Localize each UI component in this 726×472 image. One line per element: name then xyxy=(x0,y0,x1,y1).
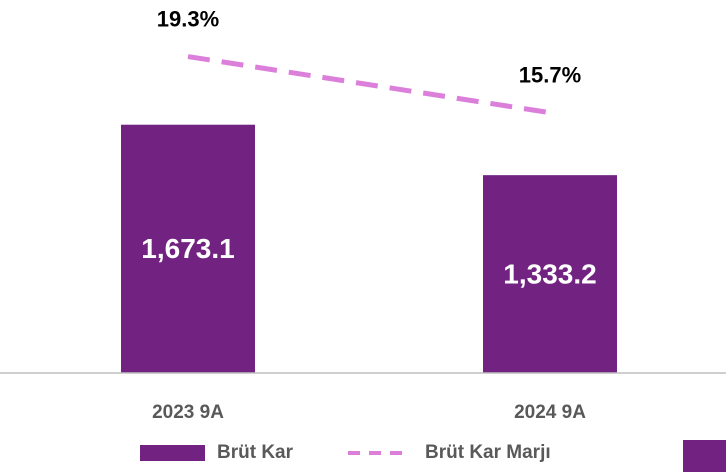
line-value-label: 19.3% xyxy=(157,6,219,31)
margin-line xyxy=(187,54,551,116)
bar-value-label: 1,333.2 xyxy=(503,258,596,289)
x-tick-label: 2024 9A xyxy=(514,402,586,423)
line-value-label: 15.7% xyxy=(519,62,581,87)
legend-label: Brüt Kar xyxy=(217,442,294,463)
bar xyxy=(483,175,617,373)
x-tick-label: 2023 9A xyxy=(152,402,224,423)
legend-swatch-partial xyxy=(683,440,726,472)
bar xyxy=(121,124,255,373)
legend-label: Brüt Kar Marjı xyxy=(425,442,551,463)
legend-swatch xyxy=(140,445,205,461)
bar-value-label: 1,673.1 xyxy=(141,233,234,264)
